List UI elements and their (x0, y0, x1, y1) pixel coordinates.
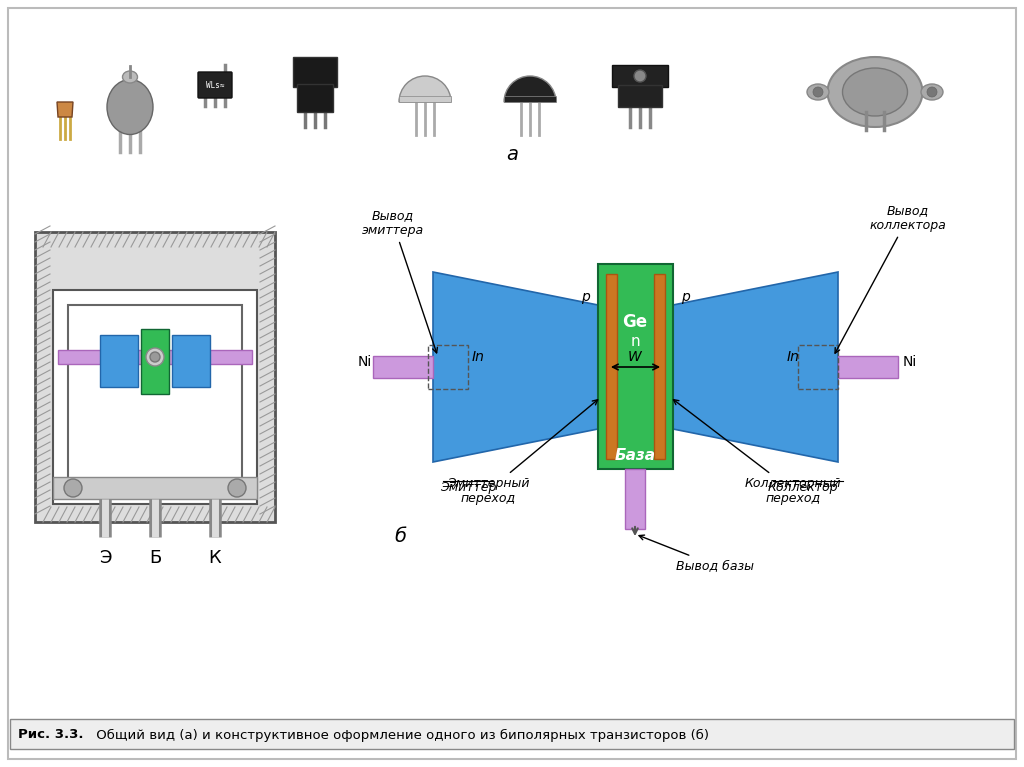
Text: Ni: Ni (903, 355, 918, 369)
Polygon shape (433, 272, 598, 462)
Text: а: а (506, 146, 518, 164)
Text: К: К (209, 549, 221, 567)
Text: Вывод
эмиттера: Вывод эмиттера (361, 209, 437, 353)
FancyBboxPatch shape (68, 305, 242, 489)
FancyBboxPatch shape (10, 719, 1014, 749)
Text: Коллекторный
переход: Коллекторный переход (674, 400, 842, 505)
FancyBboxPatch shape (53, 290, 257, 504)
FancyBboxPatch shape (654, 274, 665, 459)
FancyBboxPatch shape (198, 72, 232, 98)
Circle shape (150, 352, 160, 362)
Wedge shape (504, 76, 556, 102)
Text: In: In (786, 350, 800, 364)
FancyBboxPatch shape (625, 469, 645, 529)
FancyBboxPatch shape (35, 232, 275, 522)
Text: Общий вид (а) и конструктивное оформление одного из биполярных транзисторов (б): Общий вид (а) и конструктивное оформлени… (92, 729, 709, 742)
Circle shape (813, 87, 823, 97)
FancyBboxPatch shape (618, 85, 662, 107)
Ellipse shape (807, 84, 829, 100)
Wedge shape (399, 76, 451, 102)
Text: p: p (681, 290, 690, 304)
FancyBboxPatch shape (8, 8, 1016, 759)
FancyBboxPatch shape (297, 84, 333, 112)
Text: p: p (582, 290, 590, 304)
Circle shape (63, 479, 82, 497)
FancyBboxPatch shape (504, 96, 556, 102)
Ellipse shape (123, 71, 137, 83)
Text: Коллектор: Коллектор (768, 481, 839, 494)
FancyBboxPatch shape (838, 356, 898, 378)
FancyBboxPatch shape (53, 477, 257, 499)
Polygon shape (673, 272, 838, 462)
Text: W: W (628, 350, 642, 364)
FancyBboxPatch shape (141, 329, 169, 394)
Polygon shape (57, 102, 73, 117)
Text: Э: Э (98, 549, 112, 567)
Ellipse shape (827, 57, 923, 127)
Circle shape (228, 479, 246, 497)
Text: б: б (394, 528, 406, 547)
Text: Вывод базы: Вывод базы (639, 535, 754, 572)
Text: Ge: Ge (623, 313, 647, 331)
Circle shape (634, 70, 646, 82)
FancyBboxPatch shape (293, 57, 337, 87)
Text: База: База (614, 447, 655, 463)
Ellipse shape (921, 84, 943, 100)
Text: Рис. 3.3.: Рис. 3.3. (18, 729, 84, 742)
FancyBboxPatch shape (100, 335, 138, 387)
FancyBboxPatch shape (612, 65, 668, 87)
Circle shape (927, 87, 937, 97)
Text: WLs≈: WLs≈ (206, 81, 224, 90)
FancyBboxPatch shape (373, 356, 433, 378)
Text: Ni: Ni (358, 355, 373, 369)
Text: Вывод
коллектора: Вывод коллектора (835, 204, 946, 353)
Ellipse shape (106, 80, 153, 134)
Text: Эмиттер: Эмиттер (440, 481, 497, 494)
Text: Б: Б (148, 549, 161, 567)
FancyBboxPatch shape (399, 96, 451, 102)
FancyBboxPatch shape (58, 350, 252, 364)
FancyBboxPatch shape (606, 274, 617, 459)
Ellipse shape (843, 68, 907, 116)
Circle shape (146, 348, 164, 366)
Text: Эмиттерный
переход: Эмиттерный переход (446, 400, 598, 505)
FancyBboxPatch shape (598, 264, 673, 469)
Text: In: In (472, 350, 484, 364)
Text: n: n (630, 334, 640, 350)
FancyBboxPatch shape (172, 335, 210, 387)
